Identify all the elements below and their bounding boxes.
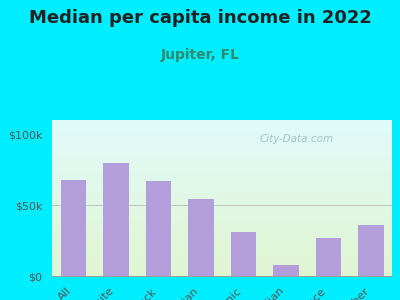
Bar bbox=[52, 250, 392, 253]
Bar bbox=[52, 266, 392, 268]
Bar bbox=[52, 151, 392, 153]
Bar bbox=[52, 254, 392, 256]
Bar bbox=[52, 225, 392, 227]
Bar bbox=[52, 186, 392, 188]
Bar bbox=[52, 262, 392, 264]
Bar bbox=[188, 200, 214, 276]
Bar bbox=[52, 202, 392, 204]
Bar bbox=[52, 175, 392, 176]
Bar bbox=[52, 194, 392, 196]
Bar bbox=[52, 142, 392, 143]
Bar bbox=[52, 167, 392, 169]
Bar bbox=[316, 238, 341, 276]
Bar bbox=[52, 220, 392, 221]
Bar bbox=[52, 243, 392, 245]
Bar bbox=[52, 149, 392, 151]
Bar bbox=[52, 163, 392, 165]
Bar bbox=[52, 171, 392, 172]
Bar bbox=[52, 256, 392, 258]
Bar bbox=[103, 163, 128, 276]
Bar bbox=[52, 180, 392, 182]
Bar bbox=[52, 272, 392, 274]
Bar bbox=[52, 143, 392, 145]
Bar bbox=[52, 214, 392, 215]
Bar bbox=[52, 153, 392, 155]
Bar bbox=[273, 265, 298, 276]
Text: City-Data.com: City-Data.com bbox=[260, 134, 334, 144]
Bar bbox=[52, 264, 392, 266]
Bar bbox=[52, 227, 392, 229]
Bar bbox=[52, 161, 392, 163]
Bar bbox=[52, 204, 392, 206]
Bar bbox=[52, 196, 392, 198]
Bar bbox=[52, 237, 392, 239]
Bar bbox=[52, 165, 392, 167]
Bar bbox=[358, 225, 384, 276]
Bar bbox=[52, 184, 392, 186]
Bar bbox=[52, 206, 392, 208]
Bar bbox=[52, 260, 392, 262]
Bar bbox=[52, 155, 392, 157]
Bar bbox=[52, 245, 392, 247]
Bar bbox=[52, 221, 392, 223]
Bar bbox=[52, 169, 392, 171]
Bar bbox=[52, 235, 392, 237]
Bar bbox=[52, 229, 392, 231]
Bar bbox=[52, 159, 392, 161]
Bar bbox=[52, 192, 392, 194]
Bar bbox=[52, 270, 392, 272]
Bar bbox=[52, 223, 392, 225]
Bar bbox=[52, 249, 392, 251]
Bar bbox=[52, 126, 392, 128]
Bar bbox=[52, 130, 392, 132]
Bar bbox=[52, 178, 392, 180]
Bar bbox=[52, 231, 392, 233]
Bar bbox=[52, 208, 392, 210]
Bar bbox=[52, 241, 392, 243]
Bar bbox=[52, 233, 392, 235]
Bar bbox=[52, 274, 392, 276]
Bar bbox=[52, 182, 392, 184]
Bar bbox=[52, 132, 392, 134]
Text: Median per capita income in 2022: Median per capita income in 2022 bbox=[28, 9, 372, 27]
Bar bbox=[52, 212, 392, 214]
Bar bbox=[52, 215, 392, 217]
Bar bbox=[52, 247, 392, 249]
Bar bbox=[52, 140, 392, 141]
Bar bbox=[146, 181, 171, 276]
Bar bbox=[52, 128, 392, 130]
Bar bbox=[230, 232, 256, 276]
Text: Jupiter, FL: Jupiter, FL bbox=[160, 48, 240, 62]
Bar bbox=[52, 136, 392, 137]
Bar bbox=[52, 218, 392, 219]
Bar bbox=[52, 122, 392, 124]
Bar bbox=[52, 176, 392, 178]
Bar bbox=[52, 172, 392, 175]
Bar bbox=[52, 268, 392, 270]
Bar bbox=[52, 147, 392, 149]
Bar bbox=[52, 137, 392, 140]
Bar bbox=[52, 200, 392, 202]
Bar bbox=[60, 180, 86, 276]
Bar bbox=[52, 134, 392, 136]
Bar bbox=[52, 145, 392, 147]
Bar bbox=[52, 253, 392, 254]
Bar bbox=[52, 239, 392, 241]
Bar bbox=[52, 120, 392, 122]
Bar bbox=[52, 124, 392, 126]
Bar bbox=[52, 190, 392, 192]
Bar bbox=[52, 258, 392, 260]
Bar bbox=[52, 188, 392, 190]
Bar bbox=[52, 210, 392, 212]
Bar bbox=[52, 157, 392, 159]
Bar bbox=[52, 198, 392, 200]
